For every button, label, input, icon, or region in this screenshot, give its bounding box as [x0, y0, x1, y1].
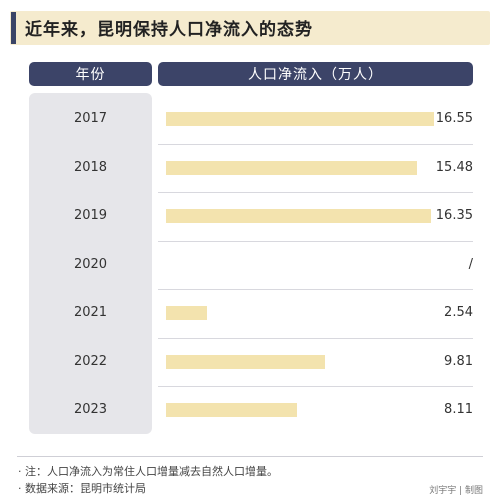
value-label-2018: 15.48: [435, 159, 473, 175]
row-divider: [158, 240, 473, 242]
year-label-2023: 2023: [73, 402, 108, 418]
bar-2023: [166, 403, 298, 418]
year-column-background: [29, 93, 152, 434]
footer-divider: [17, 456, 483, 457]
note-definition: · 注：人口净流入为常住人口增量减去自然人口增量。: [18, 465, 278, 478]
bar-2022: [166, 354, 325, 369]
value-label-2020: /: [468, 256, 473, 272]
row-divider: [158, 386, 473, 387]
bar-2018: [166, 160, 417, 175]
note-source: · 数据来源：昆明市统计局: [18, 482, 146, 495]
year-label-2021: 2021: [73, 305, 108, 321]
value-label-2023: 8.11: [444, 402, 473, 418]
header-year: 年份: [29, 62, 152, 86]
value-label-2017: 16.55: [435, 111, 473, 127]
year-label-2022: 2022: [73, 353, 108, 369]
bar-2017: [166, 112, 434, 127]
chart-title: 近年来，昆明保持人口净流入的态势: [25, 20, 313, 40]
bar-2019: [166, 209, 431, 224]
value-label-2021: 2.54: [444, 305, 473, 321]
year-label-2018: 2018: [73, 159, 108, 175]
value-label-2022: 9.81: [444, 353, 473, 369]
credit: 刘宇宇 | 制图: [429, 486, 483, 496]
header-net-inflow: 人口净流入（万人）: [158, 62, 473, 86]
title-accent-bar: [11, 12, 16, 44]
bar-2021: [166, 306, 208, 321]
year-label-2020: 2020: [73, 256, 108, 272]
value-label-2019: 16.35: [435, 208, 473, 224]
year-label-2017: 2017: [73, 111, 108, 127]
row-divider: [158, 143, 473, 145]
year-label-2019: 2019: [73, 208, 108, 224]
title-band: [10, 11, 490, 45]
row-divider: [158, 289, 473, 290]
row-divider: [158, 192, 473, 193]
row-divider: [158, 337, 473, 339]
